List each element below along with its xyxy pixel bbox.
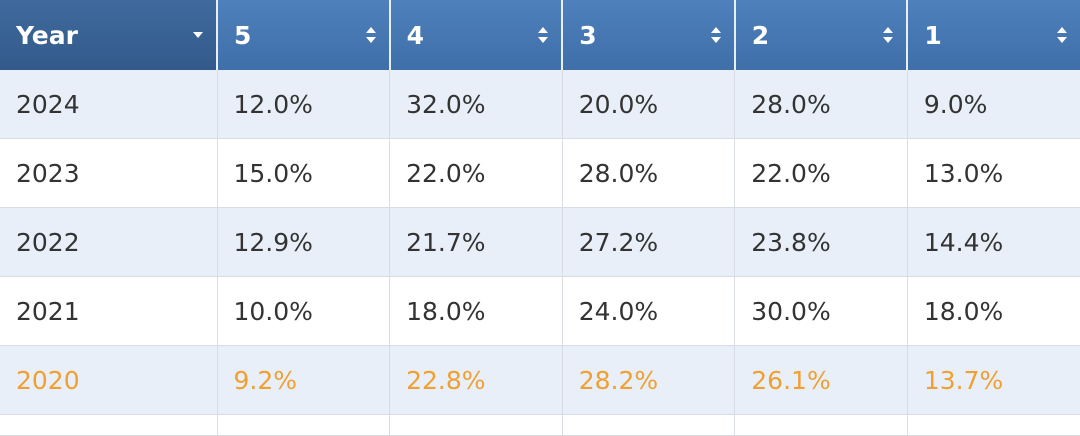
column-header[interactable]: Year — [0, 0, 218, 70]
column-header[interactable]: 4 — [389, 0, 564, 70]
column-title: 1 — [924, 20, 942, 50]
value-cell: 18.0% — [906, 276, 1080, 346]
value-cell: 23.8% — [734, 207, 908, 277]
empty-cell — [389, 414, 563, 436]
value-cell: 22.0% — [389, 138, 563, 208]
sort-desc-icon[interactable] — [192, 26, 204, 44]
empty-cell — [216, 414, 391, 436]
value-cell: 13.0% — [906, 138, 1080, 208]
column-title: 4 — [406, 20, 424, 50]
column-header[interactable]: 5 — [217, 0, 391, 70]
value-cell: 22.0% — [734, 138, 908, 208]
column-title: 2 — [751, 20, 770, 50]
table-row: 2020 9.2% 22.8% 28.2% 26.1% 13.7% — [0, 345, 1080, 415]
year-cell: 2020 — [0, 345, 218, 415]
column-title: 5 — [234, 20, 252, 50]
empty-cell — [561, 414, 736, 436]
value-cell: 21.7% — [389, 207, 563, 277]
sort-icon[interactable] — [1056, 26, 1068, 44]
value-cell: 22.8% — [389, 345, 563, 415]
column-header[interactable]: 2 — [734, 0, 909, 70]
sort-icon[interactable] — [710, 26, 722, 44]
value-cell: 28.0% — [734, 70, 908, 139]
value-cell: 28.2% — [561, 345, 736, 415]
column-header[interactable]: 1 — [907, 0, 1080, 70]
year-cell: 2021 — [0, 276, 218, 346]
value-cell: 30.0% — [734, 276, 908, 346]
value-cell: 9.2% — [216, 345, 391, 415]
value-cell: 18.0% — [389, 276, 563, 346]
column-title: Year — [16, 20, 78, 50]
value-cell: 12.9% — [216, 207, 391, 277]
sort-icon[interactable] — [365, 26, 377, 44]
header-row: Year 5 4 3 2 1 — [0, 0, 1080, 70]
table-row: 2022 12.9% 21.7% 27.2% 23.8% 14.4% — [0, 207, 1080, 277]
year-cell: 2024 — [0, 70, 218, 139]
empty-cell — [0, 414, 218, 436]
table-row: 2021 10.0% 18.0% 24.0% 30.0% 18.0% — [0, 276, 1080, 346]
table-row: 2024 12.0% 32.0% 20.0% 28.0% 9.0% — [0, 70, 1080, 139]
value-cell: 15.0% — [216, 138, 391, 208]
year-cell: 2023 — [0, 138, 218, 208]
value-cell: 13.7% — [906, 345, 1080, 415]
table-row — [0, 414, 1080, 436]
column-title: 3 — [579, 20, 597, 50]
year-cell: 2022 — [0, 207, 218, 277]
value-cell: 32.0% — [389, 70, 563, 139]
empty-cell — [906, 414, 1080, 436]
sort-icon[interactable] — [537, 26, 549, 44]
value-cell: 27.2% — [561, 207, 736, 277]
value-cell: 10.0% — [216, 276, 391, 346]
value-cell: 12.0% — [216, 70, 391, 139]
table-row: 2023 15.0% 22.0% 28.0% 22.0% 13.0% — [0, 138, 1080, 208]
value-cell: 9.0% — [906, 70, 1080, 139]
table-body: 2024 12.0% 32.0% 20.0% 28.0% 9.0% 2023 15.0% 22.… — [0, 70, 1080, 436]
column-header[interactable]: 3 — [562, 0, 736, 70]
sort-icon[interactable] — [882, 26, 894, 44]
value-cell: 20.0% — [561, 70, 736, 139]
value-cell: 14.4% — [906, 207, 1080, 277]
empty-cell — [734, 414, 908, 436]
value-cell: 26.1% — [734, 345, 908, 415]
value-cell: 24.0% — [561, 276, 736, 346]
value-cell: 28.0% — [561, 138, 736, 208]
